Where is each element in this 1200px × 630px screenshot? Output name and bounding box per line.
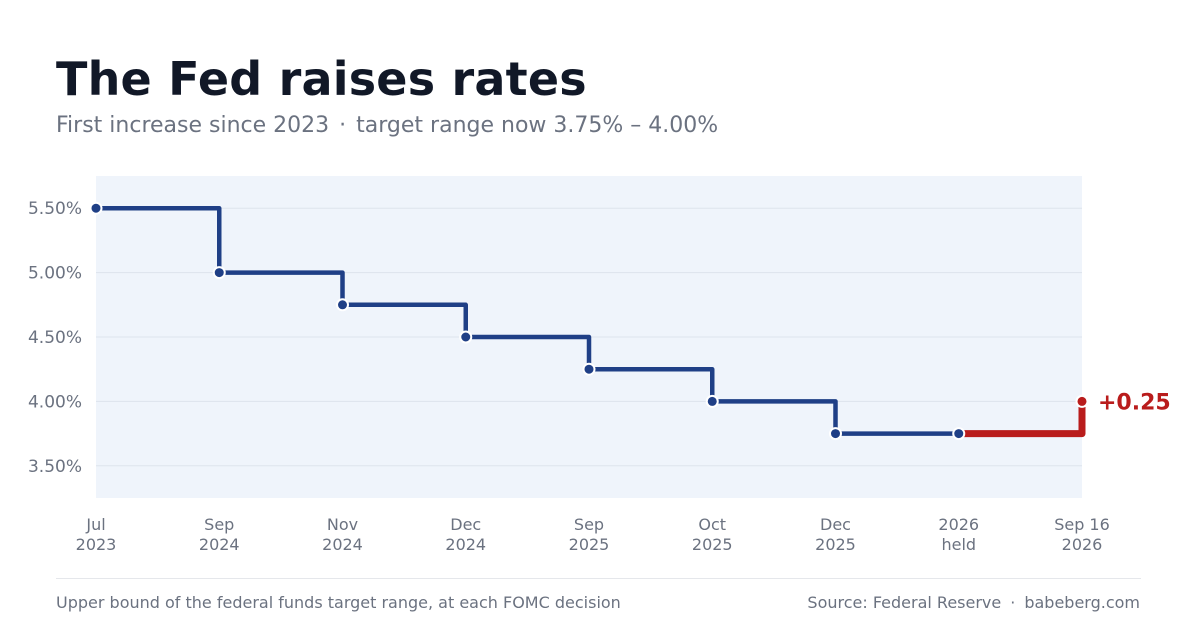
subtitle-part-2: target range now 3.75% – 4.00% [356,113,719,138]
x-tick-label: 2024 [445,535,486,554]
data-point [952,427,966,441]
data-point [212,266,226,280]
x-tick-label: Dec [450,515,481,534]
y-tick-label: 3.50% [28,457,82,477]
y-axis: 3.50% 4.00% 4.50% 5.00% 5.50% [28,199,82,477]
x-tick-label: 2026 [938,515,979,534]
subtitle-separator: · [339,113,347,138]
chart-subtitle: First increase since 2023 · target range n… [56,113,718,138]
credits: Source: Federal Reserve · babeberg.com [807,593,1140,612]
x-tick-label: Sep 16 [1054,515,1110,534]
source-credit: Source: Federal Reserve [807,593,1002,612]
data-points [89,201,1089,441]
x-tick-label: 2025 [815,535,856,554]
y-tick-label: 4.50% [28,328,82,348]
data-point [459,330,473,344]
x-tick-label: 2025 [692,535,733,554]
x-tick-label: 2024 [322,535,363,554]
series-lines [93,205,1086,438]
data-point [829,427,842,441]
data-point [336,298,349,312]
footer-divider [56,578,1141,579]
x-tick-label: held [941,535,976,554]
x-axis: Jul2023Sep2024Nov2024Dec2024Sep2025Oct20… [76,515,1110,554]
x-tick-label: Jul [85,515,105,534]
x-tick-label: 2026 [1062,535,1103,554]
site-link[interactable]: babeberg.com [1024,593,1140,612]
series-line [93,205,961,436]
x-tick-label: Sep [574,515,604,534]
highlight-label: +0.25 [1098,390,1171,415]
x-tick-label: 2025 [569,535,610,554]
credit-separator: · [1010,593,1016,612]
x-tick-label: 2024 [199,535,240,554]
highlight-line [955,397,1086,438]
y-tick-label: 4.00% [28,392,82,412]
chart-title: The Fed raises rates [56,52,587,106]
x-tick-label: Sep [204,515,234,534]
y-tick-label: 5.00% [28,264,82,284]
x-tick-label: 2023 [76,535,117,554]
y-tick-label: 5.50% [28,199,82,219]
subtitle-part-1: First increase since 2023 [56,113,330,138]
data-point [705,394,719,408]
x-tick-label: Oct [698,515,726,534]
x-tick-label: Nov [327,515,358,534]
footnote: Upper bound of the federal funds target … [56,593,621,612]
data-point [89,201,103,215]
highlight-point [1075,394,1089,408]
data-point [582,362,596,376]
x-tick-label: Dec [820,515,851,534]
